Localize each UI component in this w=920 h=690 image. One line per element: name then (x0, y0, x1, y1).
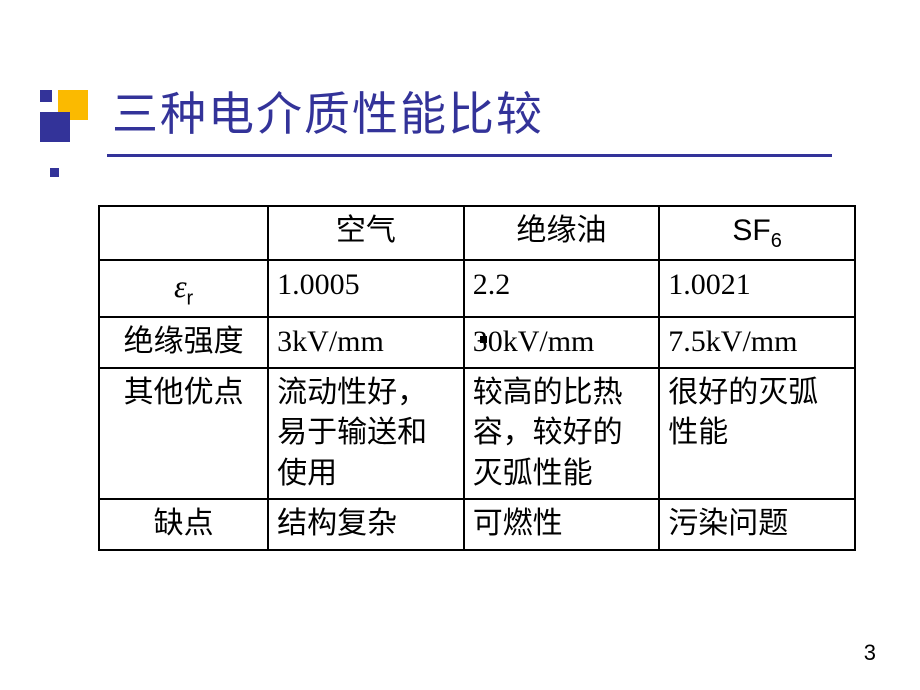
comparison-table-wrap: 空气 绝缘油 SF6 εr 1.0005 2.2 1.0021 绝缘强度 3kV… (98, 205, 856, 551)
cell: 2.2 (464, 260, 660, 317)
title-bullet (50, 168, 59, 177)
cell: 1.0021 (659, 260, 855, 317)
cell: 1.0005 (268, 260, 464, 317)
row-label-advantage: 其他优点 (99, 368, 268, 500)
cell: 3kV/mm (268, 317, 464, 368)
table-header-sf6: SF6 (659, 206, 855, 260)
cell: 结构复杂 (268, 499, 464, 550)
title-underline (52, 154, 832, 157)
table-row: εr 1.0005 2.2 1.0021 (99, 260, 855, 317)
slide-title: 三种电介质性能比较 (112, 78, 880, 150)
cell: 很好的灭弧性能 (659, 368, 855, 500)
title-decoration (40, 90, 110, 160)
cell: 污染问题 (659, 499, 855, 550)
cell: 较高的比热容，较好的灭弧性能 (464, 368, 660, 500)
footnote-dot-icon (480, 336, 487, 343)
comparison-table: 空气 绝缘油 SF6 εr 1.0005 2.2 1.0021 绝缘强度 3kV… (98, 205, 856, 551)
table-header-oil: 绝缘油 (464, 206, 660, 260)
table-header-row: 空气 绝缘油 SF6 (99, 206, 855, 260)
row-label-epsilon: εr (99, 260, 268, 317)
table-header-air: 空气 (268, 206, 464, 260)
table-row: 缺点 结构复杂 可燃性 污染问题 (99, 499, 855, 550)
table-header-blank (99, 206, 268, 260)
row-label-strength: 绝缘强度 (99, 317, 268, 368)
page-number: 3 (864, 640, 876, 666)
table-row: 绝缘强度 3kV/mm 30kV/mm 7.5kV/mm (99, 317, 855, 368)
cell: 7.5kV/mm (659, 317, 855, 368)
cell: 可燃性 (464, 499, 660, 550)
table-row: 其他优点 流动性好，易于输送和使用 较高的比热容，较好的灭弧性能 很好的灭弧性能 (99, 368, 855, 500)
cell: 流动性好，易于输送和使用 (268, 368, 464, 500)
row-label-disadvantage: 缺点 (99, 499, 268, 550)
title-block: 三种电介质性能比较 (112, 78, 880, 157)
cell: 30kV/mm (464, 317, 660, 368)
